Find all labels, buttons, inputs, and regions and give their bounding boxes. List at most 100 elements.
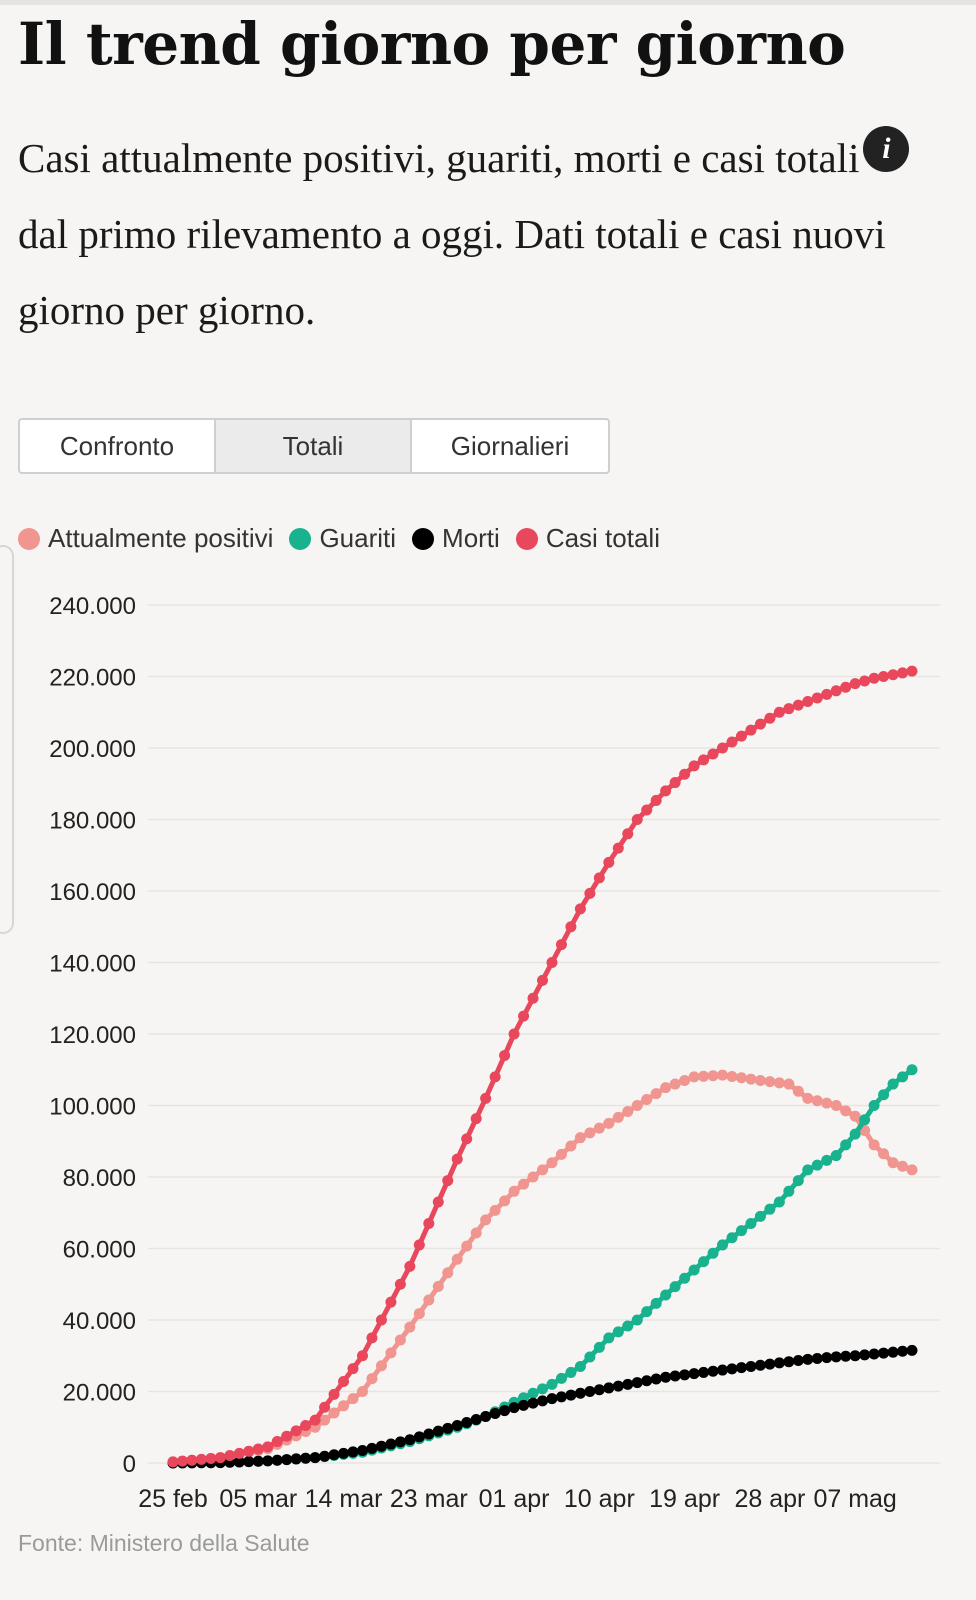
data-point bbox=[821, 1097, 833, 1109]
data-point bbox=[735, 1072, 747, 1084]
data-point bbox=[375, 1360, 387, 1372]
data-point bbox=[878, 1148, 890, 1160]
data-point bbox=[347, 1446, 359, 1458]
legend-item-morti[interactable]: Morti bbox=[412, 523, 500, 554]
legend-item-casi-totali[interactable]: Casi totali bbox=[515, 523, 660, 554]
data-point bbox=[688, 760, 700, 772]
y-tick-label: 60.000 bbox=[63, 1237, 136, 1264]
data-point bbox=[470, 1414, 482, 1426]
data-point bbox=[442, 1175, 454, 1187]
data-point bbox=[347, 1363, 359, 1375]
data-point bbox=[518, 1178, 530, 1190]
data-point bbox=[868, 1348, 880, 1360]
data-point bbox=[176, 1455, 188, 1467]
data-point bbox=[726, 1070, 738, 1082]
view-tabs: Confronto Totali Giornalieri bbox=[18, 418, 610, 474]
chart-series bbox=[167, 665, 918, 1469]
data-point bbox=[574, 1132, 586, 1144]
chart-legend: Attualmente positivi Guariti Morti Casi … bbox=[18, 523, 676, 554]
tab-totali[interactable]: Totali bbox=[216, 420, 412, 472]
data-point bbox=[224, 1449, 236, 1461]
data-point bbox=[783, 1356, 795, 1368]
data-point bbox=[660, 1371, 672, 1383]
data-point bbox=[555, 1372, 567, 1384]
data-point bbox=[754, 1210, 766, 1222]
data-point bbox=[537, 1383, 548, 1395]
data-point bbox=[792, 699, 804, 711]
data-point bbox=[773, 1357, 785, 1369]
data-point bbox=[650, 1373, 662, 1385]
y-tick-label: 180.000 bbox=[49, 808, 136, 835]
data-point bbox=[707, 748, 719, 760]
data-point bbox=[252, 1455, 264, 1467]
data-point bbox=[518, 1010, 530, 1022]
data-point bbox=[565, 1389, 577, 1401]
data-point bbox=[650, 794, 662, 806]
data-point bbox=[717, 1069, 729, 1081]
info-icon[interactable]: i bbox=[863, 126, 910, 172]
data-point bbox=[404, 1260, 416, 1272]
data-point bbox=[394, 1334, 406, 1346]
legend-item-guariti[interactable]: Guariti bbox=[289, 523, 396, 554]
data-point bbox=[887, 669, 899, 681]
data-point bbox=[205, 1452, 217, 1464]
data-point bbox=[366, 1373, 378, 1385]
data-point bbox=[546, 1393, 558, 1405]
data-point bbox=[764, 1203, 776, 1215]
data-point bbox=[792, 1355, 804, 1367]
data-point bbox=[300, 1419, 312, 1431]
data-point bbox=[717, 1364, 729, 1376]
data-point bbox=[356, 1444, 368, 1456]
data-point bbox=[480, 1411, 492, 1423]
data-point bbox=[328, 1407, 340, 1419]
data-point bbox=[745, 1360, 757, 1372]
series-attualmente-positivi bbox=[167, 1069, 918, 1468]
data-point bbox=[698, 1366, 710, 1378]
data-point bbox=[868, 672, 880, 684]
data-point bbox=[849, 678, 861, 690]
tab-confronto[interactable]: Confronto bbox=[20, 420, 216, 472]
data-point bbox=[537, 974, 548, 986]
data-point bbox=[906, 1064, 918, 1076]
data-point bbox=[679, 1272, 691, 1284]
x-tick-label: 28 apr bbox=[734, 1485, 805, 1513]
data-point bbox=[527, 1387, 539, 1399]
data-point bbox=[821, 1352, 833, 1364]
data-point bbox=[641, 1094, 653, 1106]
data-point bbox=[537, 1164, 548, 1176]
data-point bbox=[565, 1140, 577, 1152]
data-point bbox=[508, 1028, 520, 1040]
data-point bbox=[887, 1346, 899, 1358]
y-tick-label: 40.000 bbox=[63, 1308, 136, 1335]
data-point bbox=[593, 1384, 605, 1396]
data-point bbox=[470, 1113, 482, 1125]
data-point bbox=[735, 1362, 747, 1374]
data-point bbox=[451, 1419, 463, 1431]
x-tick-label: 19 apr bbox=[649, 1485, 720, 1513]
data-point bbox=[413, 1308, 425, 1320]
data-point bbox=[717, 742, 729, 754]
data-point bbox=[792, 1175, 804, 1187]
data-point bbox=[631, 1314, 643, 1326]
data-point bbox=[366, 1332, 378, 1344]
data-point bbox=[764, 1358, 776, 1370]
y-tick-label: 160.000 bbox=[49, 879, 136, 906]
data-point bbox=[878, 1089, 890, 1101]
data-point bbox=[271, 1436, 283, 1448]
data-point bbox=[726, 1232, 738, 1244]
data-point bbox=[413, 1431, 425, 1443]
data-point bbox=[811, 1159, 823, 1171]
data-point bbox=[537, 1395, 548, 1407]
legend-item-attualmente-positivi[interactable]: Attualmente positivi bbox=[18, 523, 273, 554]
data-point bbox=[783, 1078, 795, 1090]
data-point bbox=[394, 1278, 406, 1290]
data-point bbox=[698, 1256, 710, 1268]
data-point bbox=[840, 1105, 852, 1117]
data-point bbox=[631, 814, 643, 825]
y-axis-labels: 0 20.000 40.000 60.000 80.000 100.000 120.000 1… bbox=[49, 593, 136, 1478]
data-point bbox=[461, 1133, 473, 1145]
data-point bbox=[442, 1267, 454, 1279]
data-point bbox=[281, 1454, 293, 1466]
data-point bbox=[764, 1076, 776, 1088]
tab-giornalieri[interactable]: Giornalieri bbox=[450, 431, 570, 461]
